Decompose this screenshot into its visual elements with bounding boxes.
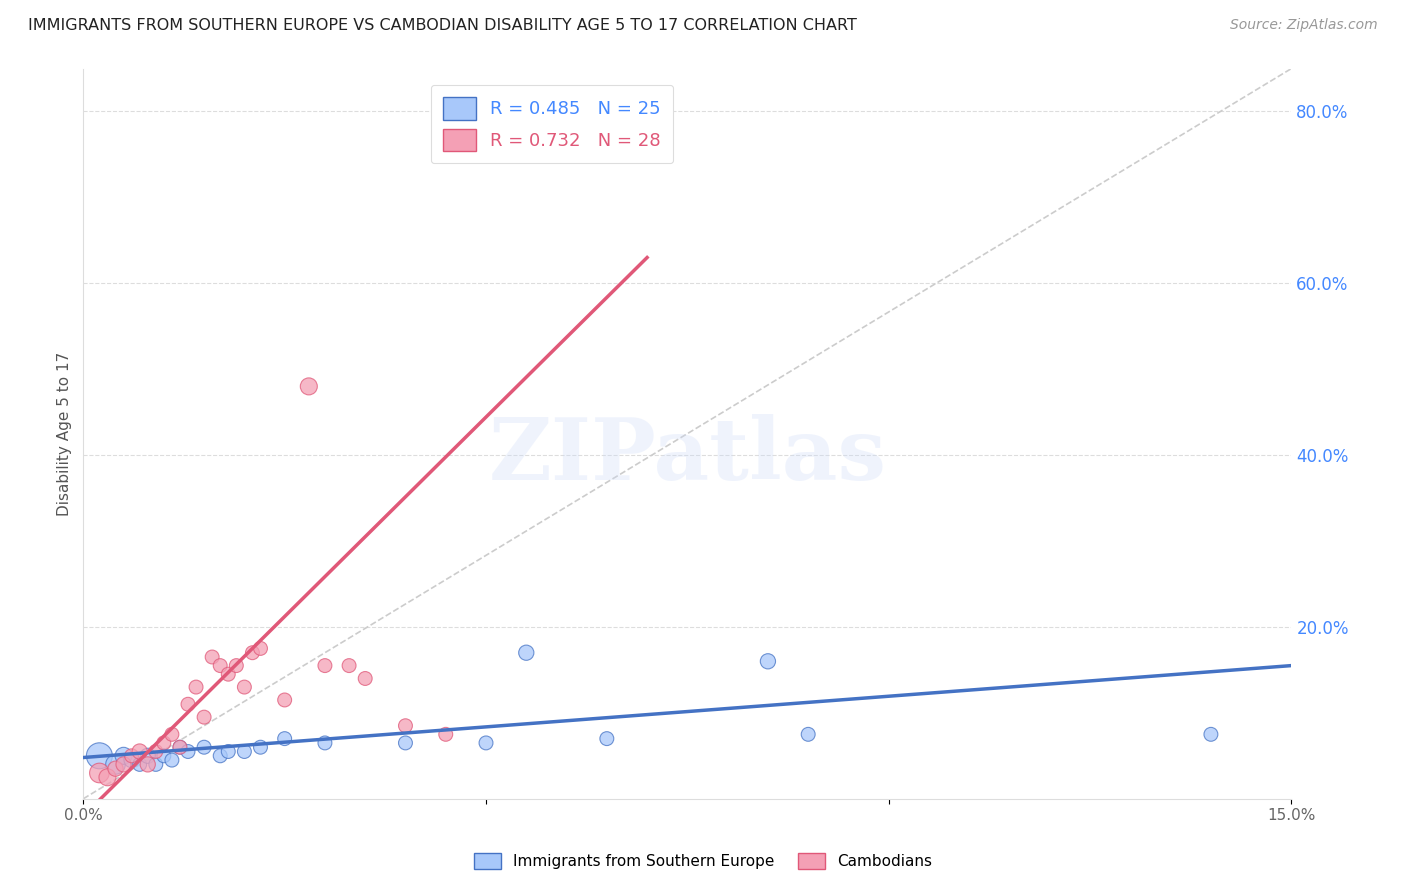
Legend: Immigrants from Southern Europe, Cambodians: Immigrants from Southern Europe, Cambodi… <box>468 847 938 875</box>
Point <box>121 748 143 763</box>
Point <box>314 736 336 750</box>
Point <box>153 736 176 750</box>
Point <box>756 654 779 668</box>
Point <box>515 646 537 660</box>
Point <box>249 641 271 656</box>
Point <box>1199 727 1222 741</box>
Point <box>225 658 247 673</box>
Point <box>136 748 159 763</box>
Point <box>394 719 416 733</box>
Point <box>273 731 295 746</box>
Point <box>121 753 143 767</box>
Point <box>153 748 176 763</box>
Point <box>184 680 207 694</box>
Point <box>217 744 239 758</box>
Point <box>209 748 232 763</box>
Point <box>193 740 215 755</box>
Point <box>209 658 232 673</box>
Point <box>160 727 183 741</box>
Point <box>104 757 127 772</box>
Point <box>314 658 336 673</box>
Point <box>354 672 377 686</box>
Point <box>273 693 295 707</box>
Point <box>96 770 118 784</box>
Point <box>128 757 150 772</box>
Point <box>797 727 820 741</box>
Point <box>104 762 127 776</box>
Point <box>145 744 167 758</box>
Point <box>233 680 256 694</box>
Point <box>298 379 321 393</box>
Point <box>177 698 200 712</box>
Point <box>242 646 264 660</box>
Point <box>596 731 619 746</box>
Point <box>193 710 215 724</box>
Point <box>249 740 271 755</box>
Point <box>434 727 457 741</box>
Point <box>201 650 224 665</box>
Point <box>89 748 111 763</box>
Legend: R = 0.485   N = 25, R = 0.732   N = 28: R = 0.485 N = 25, R = 0.732 N = 28 <box>430 85 673 163</box>
Point <box>112 757 135 772</box>
Y-axis label: Disability Age 5 to 17: Disability Age 5 to 17 <box>58 351 72 516</box>
Point <box>233 744 256 758</box>
Point <box>136 757 159 772</box>
Point <box>112 748 135 763</box>
Point <box>160 753 183 767</box>
Text: Source: ZipAtlas.com: Source: ZipAtlas.com <box>1230 18 1378 32</box>
Point <box>145 757 167 772</box>
Point <box>217 667 239 681</box>
Point <box>169 740 191 755</box>
Text: ZIPatlas: ZIPatlas <box>488 414 886 498</box>
Text: IMMIGRANTS FROM SOUTHERN EUROPE VS CAMBODIAN DISABILITY AGE 5 TO 17 CORRELATION : IMMIGRANTS FROM SOUTHERN EUROPE VS CAMBO… <box>28 18 858 33</box>
Point <box>128 744 150 758</box>
Point <box>177 744 200 758</box>
Point <box>475 736 498 750</box>
Point <box>169 740 191 755</box>
Point <box>89 766 111 780</box>
Point <box>337 658 360 673</box>
Point <box>394 736 416 750</box>
